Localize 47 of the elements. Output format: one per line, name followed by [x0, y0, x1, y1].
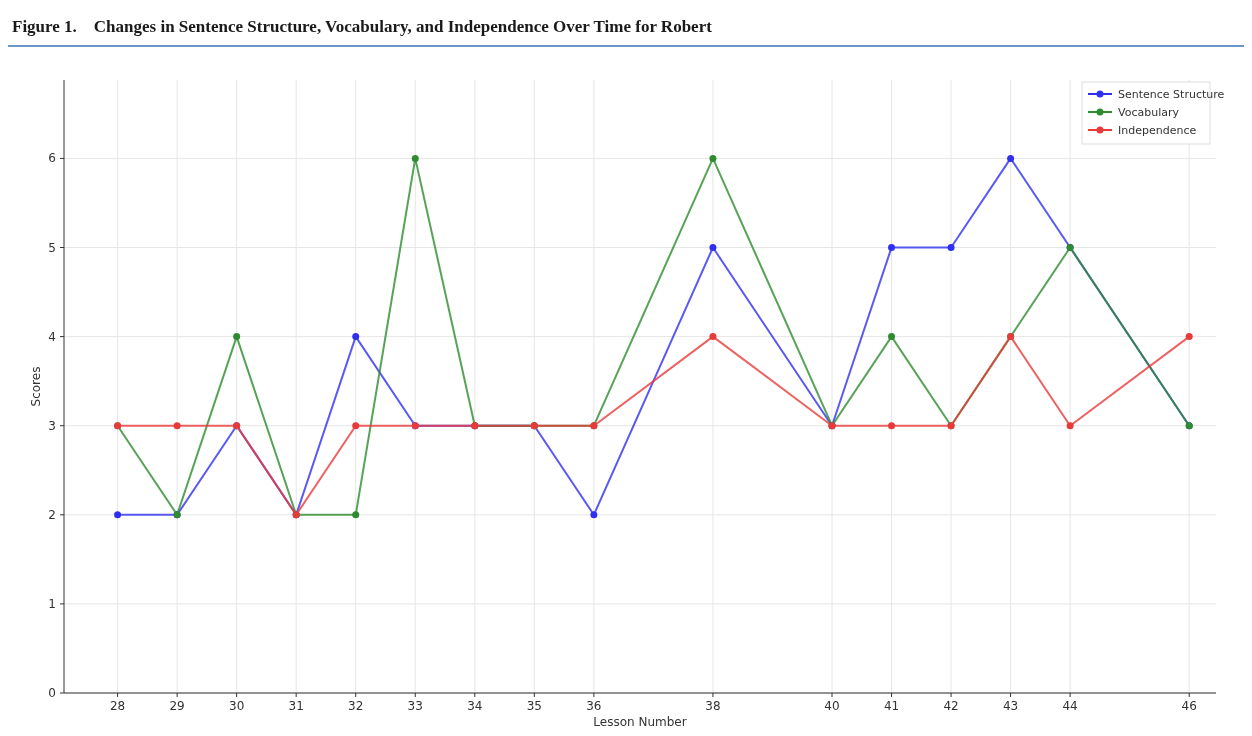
y-tick-label: 6	[48, 151, 56, 166]
x-tick-label: 35	[526, 699, 542, 713]
x-tick-label: 34	[467, 699, 483, 713]
point	[352, 333, 360, 341]
point	[888, 422, 896, 430]
x-tick-label: 32	[348, 699, 364, 713]
point	[709, 244, 717, 252]
y-tick-label: 3	[48, 418, 56, 433]
point	[1185, 333, 1193, 341]
x-tick-label: 41	[883, 699, 900, 713]
x-tick-label: 33	[407, 699, 423, 713]
y-tick-label: 0	[48, 686, 56, 700]
legend-label: Vocabulary	[1118, 106, 1180, 119]
point	[352, 422, 360, 430]
point	[709, 333, 717, 341]
legend-label: Sentence Structure	[1118, 88, 1225, 101]
x-tick-label: 36	[586, 699, 602, 713]
point	[1007, 154, 1015, 162]
point	[233, 333, 241, 341]
x-tick-label: 29	[169, 699, 185, 713]
point	[114, 511, 122, 519]
x-tick-label: 38	[705, 699, 721, 713]
point	[947, 244, 955, 252]
point	[1066, 422, 1074, 430]
x-tick-label: 43	[1002, 699, 1019, 713]
legend-label: Independence	[1118, 124, 1197, 137]
x-tick-label: 28	[109, 699, 126, 713]
point	[888, 333, 896, 341]
x-tick-label: 40	[824, 699, 840, 713]
y-tick-label: 5	[48, 240, 56, 255]
x-tick-label: 46	[1181, 699, 1197, 713]
point	[709, 154, 717, 162]
x-tick-label: 44	[1062, 699, 1078, 713]
x-tick-label: 31	[288, 699, 304, 713]
point	[352, 511, 360, 519]
y-tick-label: 1	[48, 596, 56, 611]
x-tick-label: 42	[943, 699, 959, 713]
point	[411, 154, 419, 162]
point	[590, 511, 598, 519]
y-axis-title: Scores	[29, 366, 43, 407]
x-tick-label: 30	[229, 699, 245, 713]
chart-title: Figure 1. Changes in Sentence Structure, Vocabulary, and Independence Over Time for Robert	[12, 17, 713, 36]
point	[173, 422, 181, 430]
y-tick-label: 2	[48, 507, 56, 522]
y-tick-label: 4	[48, 329, 56, 344]
point	[888, 244, 896, 252]
x-axis-title: Lesson Number	[593, 715, 687, 729]
